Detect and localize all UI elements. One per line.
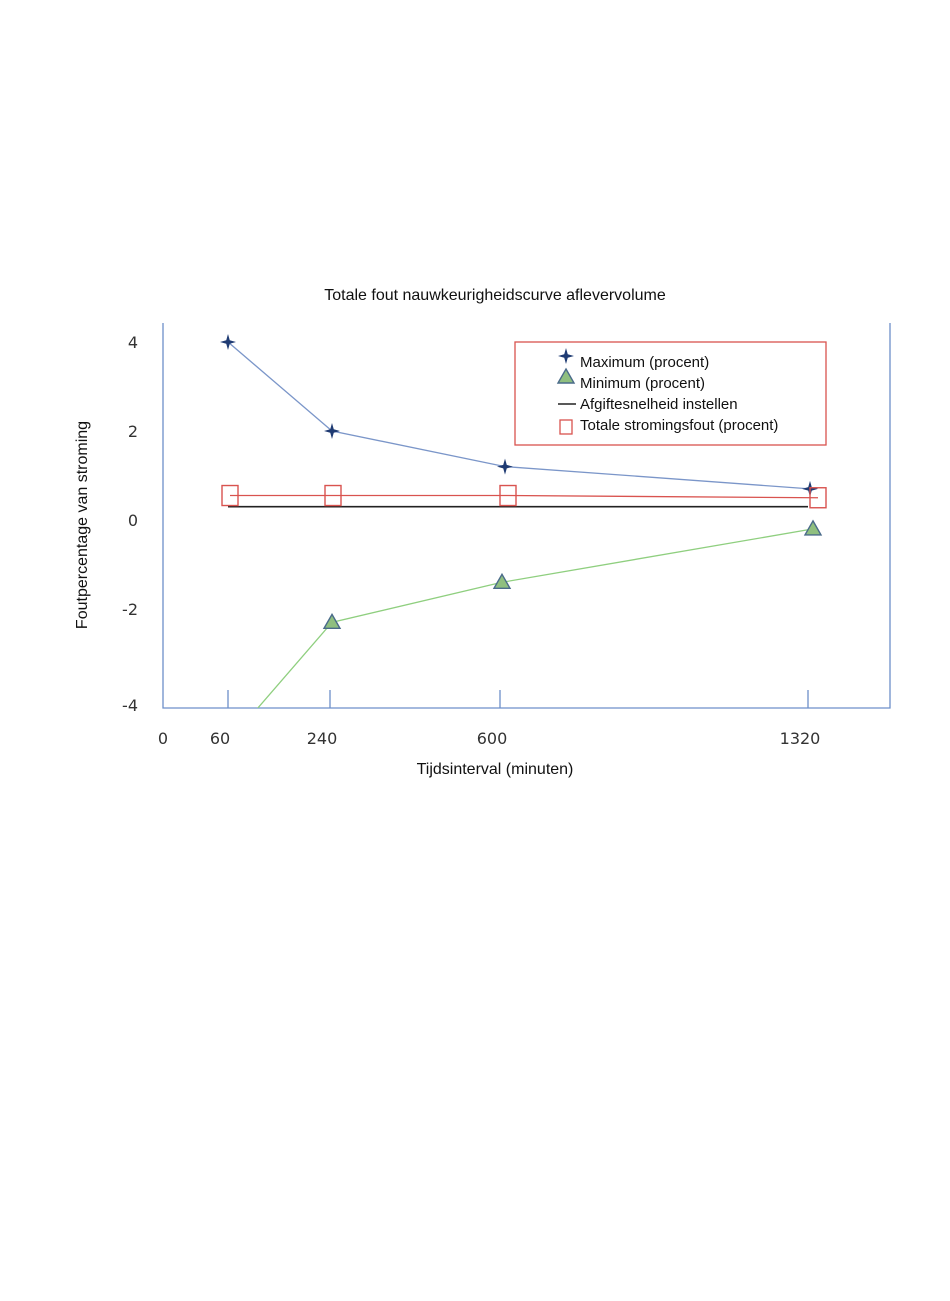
legend-label: Afgiftesnelheid instellen bbox=[580, 396, 738, 413]
x-tick-label: 1320 bbox=[780, 729, 821, 748]
data-point bbox=[324, 423, 340, 439]
chart-title: Totale fout nauwkeurigheidscurve aflever… bbox=[324, 287, 666, 304]
series-layer bbox=[220, 334, 827, 708]
data-point bbox=[497, 458, 513, 475]
legend-label: Totale stromingsfout (procent) bbox=[580, 417, 778, 434]
x-tick-label: 0 bbox=[158, 729, 168, 748]
x-tick-label: 60 bbox=[210, 729, 230, 748]
legend-item: Maximum (procent) bbox=[558, 348, 709, 371]
legend-swatch bbox=[556, 367, 576, 384]
data-point bbox=[221, 484, 239, 507]
y-tick-label: 4 bbox=[128, 333, 138, 352]
series-3 bbox=[221, 484, 827, 509]
y-axis-label: Foutpercentage van stroming bbox=[74, 421, 91, 629]
data-point bbox=[220, 334, 236, 350]
plot-frame bbox=[162, 323, 891, 709]
legend-swatch bbox=[558, 348, 574, 364]
series-1 bbox=[257, 519, 823, 708]
ticks-layer: 0 60 240 600 1320 4 2 0 -2 -4 bbox=[122, 333, 820, 748]
data-point bbox=[499, 484, 517, 507]
legend-label: Minimum (procent) bbox=[580, 375, 705, 392]
data-point bbox=[322, 612, 342, 630]
legend-label: Maximum (procent) bbox=[580, 354, 709, 371]
x-axis-label: Tijdsinterval (minuten) bbox=[417, 761, 574, 778]
series-line bbox=[257, 528, 814, 708]
y-tick-label: 2 bbox=[128, 422, 138, 441]
y-tick-label: -4 bbox=[122, 696, 138, 715]
y-tick-label: 0 bbox=[128, 511, 138, 530]
plot-border bbox=[162, 323, 891, 709]
legend-item: Totale stromingsfout (procent) bbox=[559, 417, 778, 435]
y-tick-label: -2 bbox=[122, 600, 138, 619]
legend-item: Afgiftesnelheid instellen bbox=[558, 396, 738, 413]
legend-item: Minimum (procent) bbox=[556, 367, 705, 392]
data-point bbox=[803, 519, 823, 536]
x-tick-label: 600 bbox=[477, 729, 508, 748]
series-line bbox=[230, 494, 819, 499]
data-point bbox=[492, 572, 512, 589]
series-line bbox=[227, 341, 811, 490]
x-tick-label: 240 bbox=[307, 729, 338, 748]
legend: Maximum (procent) Minimum (procent) Afgift… bbox=[514, 341, 827, 446]
data-point bbox=[324, 484, 342, 507]
data-point bbox=[809, 487, 827, 509]
legend-swatch bbox=[559, 419, 573, 435]
